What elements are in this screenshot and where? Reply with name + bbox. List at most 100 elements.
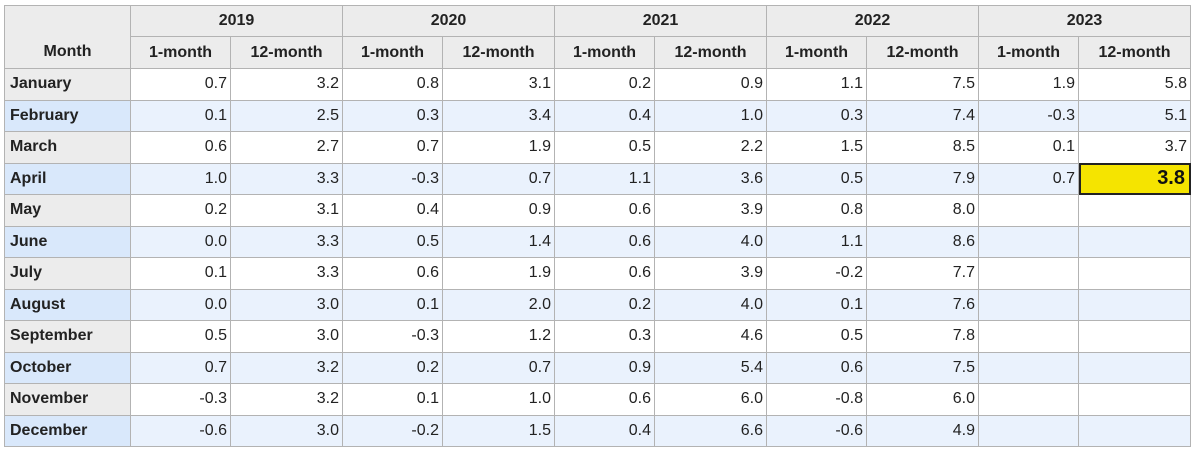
one-month-value-cell: 1.1 bbox=[554, 162, 655, 195]
table-row: June 0.0 3.3 0.5 1.4 0.6 4.0 1.1 8.6 bbox=[4, 225, 1191, 258]
year-header-2023: 2023 bbox=[978, 5, 1191, 37]
month-cell: August bbox=[4, 288, 131, 321]
twelve-month-value-cell: 7.8 bbox=[866, 320, 979, 353]
twelve-month-value-cell: 1.9 bbox=[442, 131, 555, 164]
one-month-value-cell: 1.0 bbox=[130, 162, 231, 195]
sub-header-12-month: 12-month bbox=[866, 36, 979, 69]
month-cell: June bbox=[4, 225, 131, 258]
one-month-value-cell: 0.1 bbox=[130, 257, 231, 290]
table-row: August 0.0 3.0 0.1 2.0 0.2 4.0 0.1 7.6 bbox=[4, 288, 1191, 321]
twelve-month-value-cell: 4.0 bbox=[654, 288, 767, 321]
twelve-month-value-cell: 3.2 bbox=[230, 351, 343, 384]
one-month-value-cell: 0.6 bbox=[554, 225, 655, 258]
twelve-month-value-cell: 1.2 bbox=[442, 320, 555, 353]
sub-header-1-month: 1-month bbox=[554, 36, 655, 69]
twelve-month-value-cell: 5.1 bbox=[1078, 99, 1191, 132]
year-header-2019: 2019 bbox=[130, 5, 343, 37]
one-month-value-cell: 0.4 bbox=[342, 194, 443, 227]
twelve-month-value-cell: 1.4 bbox=[442, 225, 555, 258]
highlighted-value-cell: 3.8 bbox=[1078, 162, 1191, 195]
month-cell: September bbox=[4, 320, 131, 353]
one-month-value-cell bbox=[978, 383, 1079, 416]
one-month-value-cell: 0.8 bbox=[342, 68, 443, 101]
month-cell: April bbox=[4, 162, 131, 195]
twelve-month-value-cell: 5.8 bbox=[1078, 68, 1191, 101]
one-month-value-cell: 0.7 bbox=[342, 131, 443, 164]
one-month-value-cell: 0.5 bbox=[130, 320, 231, 353]
one-month-value-cell: 0.1 bbox=[342, 288, 443, 321]
table-row: September 0.5 3.0 -0.3 1.2 0.3 4.6 0.5 7.8 bbox=[4, 320, 1191, 353]
one-month-value-cell: 0.6 bbox=[130, 131, 231, 164]
table-row: January 0.7 3.2 0.8 3.1 0.2 0.9 1.1 7.5 1.9 5.8 bbox=[4, 68, 1191, 101]
twelve-month-value-cell: 3.2 bbox=[230, 383, 343, 416]
twelve-month-value-cell: 3.1 bbox=[442, 68, 555, 101]
twelve-month-value-cell: 7.5 bbox=[866, 68, 979, 101]
one-month-value-cell: 0.1 bbox=[130, 99, 231, 132]
one-month-value-cell: 0.0 bbox=[130, 225, 231, 258]
twelve-month-value-cell: 1.9 bbox=[442, 257, 555, 290]
twelve-month-value-cell: 4.0 bbox=[654, 225, 767, 258]
cpi-table: Month 2019 2020 2021 2022 2023 1-month 1… bbox=[4, 5, 1191, 447]
twelve-month-value-cell: 2.7 bbox=[230, 131, 343, 164]
twelve-month-value-cell bbox=[1078, 383, 1191, 416]
twelve-month-value-cell: 0.9 bbox=[654, 68, 767, 101]
twelve-month-value-cell bbox=[1078, 414, 1191, 447]
sub-header-12-month: 12-month bbox=[654, 36, 767, 69]
one-month-value-cell: 0.1 bbox=[978, 131, 1079, 164]
twelve-month-value-cell bbox=[1078, 320, 1191, 353]
twelve-month-value-cell: 8.5 bbox=[866, 131, 979, 164]
one-month-value-cell: 1.1 bbox=[766, 68, 867, 101]
year-header-2022: 2022 bbox=[766, 5, 979, 37]
twelve-month-value-cell: 0.9 bbox=[442, 194, 555, 227]
one-month-value-cell: -0.8 bbox=[766, 383, 867, 416]
one-month-value-cell: 0.5 bbox=[766, 320, 867, 353]
twelve-month-value-cell: 2.0 bbox=[442, 288, 555, 321]
table-row: April 1.0 3.3 -0.3 0.7 1.1 3.6 0.5 7.9 0.7 3.8 bbox=[4, 162, 1191, 195]
one-month-value-cell: 1.9 bbox=[978, 68, 1079, 101]
one-month-value-cell: -0.6 bbox=[130, 414, 231, 447]
one-month-value-cell: 0.1 bbox=[342, 383, 443, 416]
one-month-value-cell: 0.6 bbox=[766, 351, 867, 384]
twelve-month-value-cell bbox=[1078, 194, 1191, 227]
year-header-2020: 2020 bbox=[342, 5, 555, 37]
sub-header-12-month: 12-month bbox=[442, 36, 555, 69]
one-month-value-cell bbox=[978, 194, 1079, 227]
twelve-month-value-cell: 2.5 bbox=[230, 99, 343, 132]
month-cell: March bbox=[4, 131, 131, 164]
twelve-month-value-cell: 8.6 bbox=[866, 225, 979, 258]
twelve-month-value-cell: 3.0 bbox=[230, 320, 343, 353]
one-month-value-cell: 0.2 bbox=[554, 68, 655, 101]
twelve-month-value-cell: 3.3 bbox=[230, 225, 343, 258]
month-cell: December bbox=[4, 414, 131, 447]
one-month-value-cell: 0.4 bbox=[554, 414, 655, 447]
twelve-month-value-cell: 0.7 bbox=[442, 351, 555, 384]
one-month-value-cell: 0.3 bbox=[766, 99, 867, 132]
one-month-value-cell: 0.8 bbox=[766, 194, 867, 227]
table-row: October 0.7 3.2 0.2 0.7 0.9 5.4 0.6 7.5 bbox=[4, 351, 1191, 384]
twelve-month-value-cell: 1.0 bbox=[442, 383, 555, 416]
twelve-month-value-cell: 7.7 bbox=[866, 257, 979, 290]
one-month-value-cell: 0.1 bbox=[766, 288, 867, 321]
one-month-value-cell: 0.4 bbox=[554, 99, 655, 132]
one-month-value-cell: -0.2 bbox=[342, 414, 443, 447]
one-month-value-cell: 0.0 bbox=[130, 288, 231, 321]
twelve-month-value-cell: 7.9 bbox=[866, 162, 979, 195]
one-month-value-cell: 0.3 bbox=[554, 320, 655, 353]
one-month-value-cell bbox=[978, 257, 1079, 290]
twelve-month-value-cell: 7.6 bbox=[866, 288, 979, 321]
one-month-value-cell: 0.9 bbox=[554, 351, 655, 384]
one-month-value-cell: 0.6 bbox=[554, 194, 655, 227]
year-header-2021: 2021 bbox=[554, 5, 767, 37]
month-cell: November bbox=[4, 383, 131, 416]
twelve-month-value-cell: 3.9 bbox=[654, 194, 767, 227]
twelve-month-value-cell: 4.6 bbox=[654, 320, 767, 353]
one-month-value-cell: -0.3 bbox=[342, 320, 443, 353]
one-month-value-cell: -0.3 bbox=[130, 383, 231, 416]
twelve-month-value-cell: 3.7 bbox=[1078, 131, 1191, 164]
sub-header-1-month: 1-month bbox=[130, 36, 231, 69]
twelve-month-value-cell: 7.4 bbox=[866, 99, 979, 132]
one-month-value-cell bbox=[978, 351, 1079, 384]
table-row: November -0.3 3.2 0.1 1.0 0.6 6.0 -0.8 6.0 bbox=[4, 383, 1191, 416]
month-cell: October bbox=[4, 351, 131, 384]
table-body: January 0.7 3.2 0.8 3.1 0.2 0.9 1.1 7.5 1.9 5.8 Feb… bbox=[4, 68, 1191, 447]
